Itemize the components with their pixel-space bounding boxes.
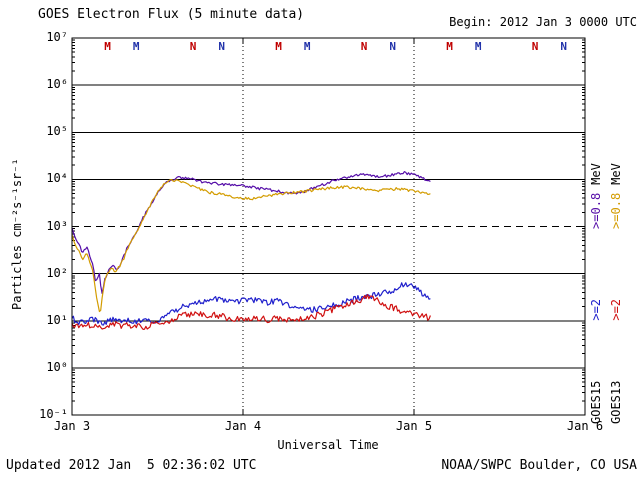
y-axis-label: Particles cm⁻²s⁻¹sr⁻¹ — [10, 158, 24, 310]
ge08-mev-label: >=0.8 — [589, 192, 603, 229]
mev-unit-label: MeV — [589, 163, 603, 185]
ge08-mev-label: >=0.8 — [609, 192, 623, 229]
mev-unit-label: MeV — [609, 163, 623, 185]
series-goes13-2-mev — [71, 294, 431, 330]
satellite-name: GOES15 — [589, 380, 603, 424]
ge2-mev-label: >=2 — [589, 298, 603, 321]
source-attribution: NOAA/SWPC Boulder, CO USA — [441, 458, 637, 473]
begin-timestamp: Begin: 2012 Jan 3 0000 UTC — [449, 15, 637, 29]
satellite-name: GOES13 — [609, 380, 623, 424]
updated-timestamp: Updated 2012 Jan 5 02:36:02 UTC — [6, 458, 257, 473]
plot-border — [71, 37, 586, 416]
x-axis-label: Universal Time — [277, 438, 379, 452]
series-goes15-0-8-mev — [71, 171, 431, 294]
legend-goes15: GOES15 >=2 >=0.8 MeV — [589, 163, 603, 424]
series-goes13-0-8-mev — [71, 179, 431, 313]
ge2-mev-label: >=2 — [609, 298, 623, 321]
legend-goes13: GOES13 >=2 >=0.8 MeV — [609, 163, 623, 424]
series-goes15-2-mev — [71, 282, 431, 326]
page-title: GOES Electron Flux (5 minute data) — [38, 7, 305, 22]
